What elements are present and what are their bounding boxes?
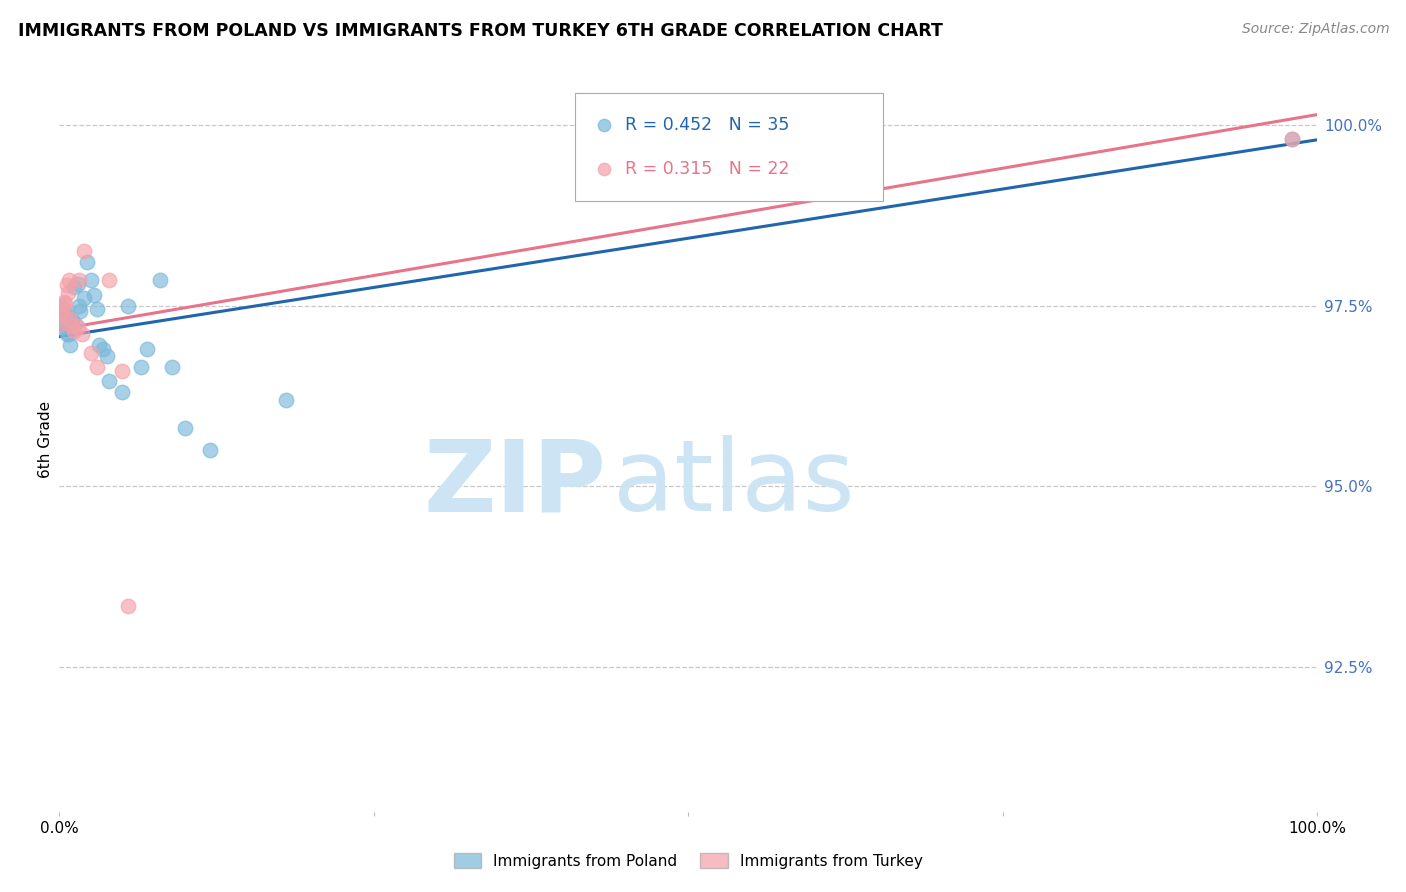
Text: R = 0.315   N = 22: R = 0.315 N = 22	[626, 160, 790, 178]
Point	[86, 302, 108, 317]
Point	[162, 359, 184, 374]
Point	[136, 342, 159, 356]
Text: R = 0.452   N = 35: R = 0.452 N = 35	[626, 116, 790, 134]
Point	[98, 273, 121, 287]
Text: Source: ZipAtlas.com: Source: ZipAtlas.com	[1241, 22, 1389, 37]
Point	[55, 327, 77, 342]
Y-axis label: 6th Grade: 6th Grade	[38, 401, 53, 478]
Point	[49, 317, 72, 331]
Point	[67, 299, 90, 313]
Point	[1281, 132, 1303, 146]
Point	[59, 338, 82, 352]
Point	[56, 285, 79, 300]
Point	[49, 299, 72, 313]
Text: ZIP: ZIP	[423, 435, 606, 533]
Point	[58, 273, 80, 287]
Point	[51, 320, 73, 334]
Point	[89, 338, 111, 352]
FancyBboxPatch shape	[575, 93, 883, 201]
Point	[76, 255, 98, 269]
Point	[60, 318, 83, 333]
Point	[73, 291, 96, 305]
Point	[149, 273, 172, 287]
Point	[98, 375, 121, 389]
Point	[79, 273, 101, 287]
Point	[59, 311, 82, 326]
Point	[63, 324, 86, 338]
Point	[740, 139, 762, 153]
Text: atlas: atlas	[613, 435, 855, 533]
Point	[111, 385, 134, 400]
Point	[96, 349, 118, 363]
Point	[60, 313, 83, 327]
Point	[53, 294, 76, 309]
Point	[740, 139, 762, 153]
Point	[73, 244, 96, 259]
Point	[593, 681, 616, 695]
Point	[69, 304, 91, 318]
Text: IMMIGRANTS FROM POLAND VS IMMIGRANTS FROM TURKEY 6TH GRADE CORRELATION CHART: IMMIGRANTS FROM POLAND VS IMMIGRANTS FRO…	[18, 22, 943, 40]
Point	[129, 359, 152, 374]
Point	[66, 277, 89, 291]
Point	[58, 327, 80, 342]
Point	[111, 363, 134, 377]
Point	[66, 320, 89, 334]
Point	[91, 342, 114, 356]
Point	[63, 280, 86, 294]
Legend: Immigrants from Poland, Immigrants from Turkey: Immigrants from Poland, Immigrants from …	[447, 847, 929, 875]
Point	[65, 317, 87, 331]
Point	[117, 299, 139, 313]
Point	[70, 327, 93, 342]
Point	[67, 273, 90, 287]
Point	[174, 421, 197, 435]
Point	[83, 287, 105, 301]
Point	[79, 345, 101, 359]
Point	[274, 392, 297, 407]
Point	[53, 297, 76, 311]
Point	[1281, 132, 1303, 146]
Point	[56, 310, 79, 324]
Point	[52, 310, 75, 324]
Point	[52, 310, 75, 324]
Point	[55, 278, 77, 293]
Point	[53, 302, 76, 317]
Point	[86, 359, 108, 374]
Point	[53, 317, 76, 331]
Point	[117, 599, 139, 613]
Point	[51, 302, 73, 317]
Point	[198, 443, 221, 458]
